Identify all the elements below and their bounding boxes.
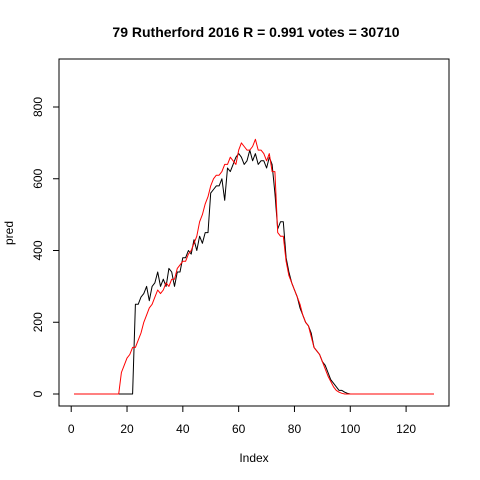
- series-layer: [74, 138, 434, 395]
- y-tick-label: 400: [31, 240, 45, 260]
- series-line-pred: [74, 138, 434, 395]
- x-tick-label: 20: [120, 422, 134, 436]
- x-tick-label: 0: [68, 422, 75, 436]
- y-axis: 0 200 400 600 800: [31, 97, 60, 397]
- x-tick-label: 100: [340, 422, 360, 436]
- y-tick-label: 600: [31, 168, 45, 188]
- x-axis: 0 20 40 60 80 100 120: [68, 405, 416, 436]
- x-tick-label: 120: [396, 422, 416, 436]
- y-axis-label: pred: [2, 221, 16, 245]
- plot-frame: [58, 58, 450, 407]
- chart-title: 79 Rutherford 2016 R = 0.991 votes = 307…: [112, 24, 399, 40]
- x-tick-label: 60: [232, 422, 246, 436]
- y-tick-label: 800: [31, 97, 45, 117]
- x-tick-label: 80: [288, 422, 302, 436]
- x-axis-label: Index: [239, 451, 268, 465]
- x-tick-label: 40: [176, 422, 190, 436]
- y-tick-label: 200: [31, 312, 45, 332]
- y-tick-label: 0: [31, 390, 45, 397]
